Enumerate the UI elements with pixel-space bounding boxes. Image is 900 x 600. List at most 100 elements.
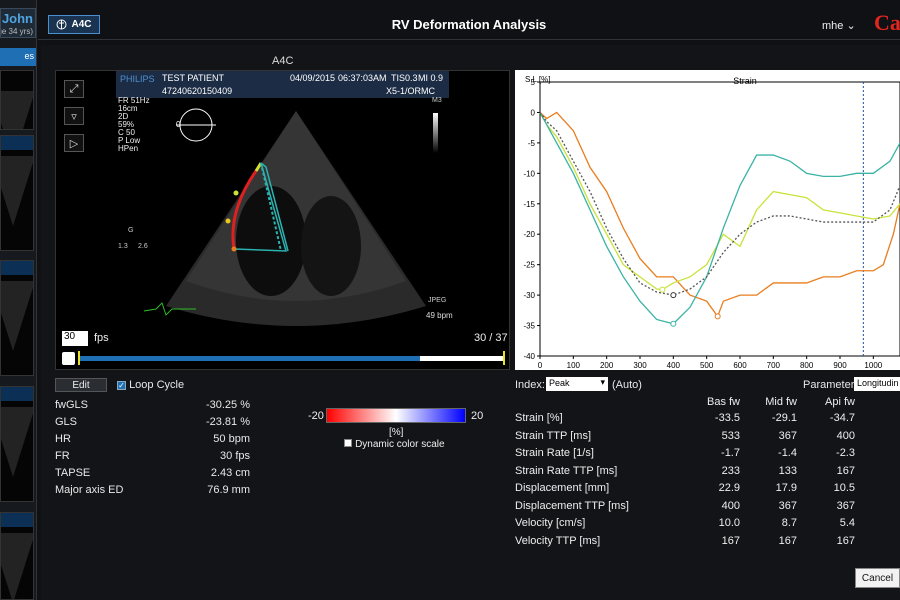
jpeg-label: JPEG [428, 297, 447, 304]
x-tick-label: 600 [733, 361, 747, 370]
view-button[interactable]: A4C [48, 15, 100, 34]
angle-label: 0 [176, 120, 181, 129]
loop-cycle-toggle[interactable]: ✓ Loop Cycle [117, 379, 184, 391]
strain-chart: 5 0 -5 -10 -15 -20 -25 -30 -35 -40 0 100 200 300 400 50… [515, 70, 900, 370]
table-cell: 233 [721, 464, 740, 477]
table-cell: 367 [778, 499, 797, 512]
patient-card[interactable]: n, John ge 34 yrs) [0, 8, 36, 38]
table-cell: 167 [836, 534, 855, 547]
page-title: RV Deformation Analysis [391, 17, 547, 32]
cancel-button[interactable]: Cancel [855, 568, 900, 588]
metric-label: Major axis ED [55, 484, 124, 496]
metric-label: HR [55, 433, 71, 445]
x-tick-label: 800 [800, 361, 814, 370]
x-tick-label: 300 [633, 361, 647, 370]
metric-value: -30.25 % [205, 399, 250, 411]
thumbnail-4[interactable] [0, 386, 34, 502]
brand-logo: Ca [874, 10, 900, 35]
fps-input[interactable]: 30 [62, 331, 88, 346]
index-auto: (Auto) [612, 379, 642, 391]
series-tab-label: es [24, 51, 34, 61]
metric-value: -23.81 % [205, 416, 250, 428]
x-tick-label: 1000 [864, 361, 882, 370]
expand-icon[interactable]: ⤢ [64, 80, 84, 98]
vendor-label: PHILIPS [120, 74, 155, 84]
series-line-1 [539, 112, 900, 291]
x-tick-label: 200 [600, 361, 614, 370]
fps-label: fps [94, 332, 109, 344]
x-tick-label: 900 [833, 361, 847, 370]
heart-icon [56, 19, 67, 30]
table-row-label: Strain [%] [515, 412, 563, 424]
g1-label: 1.3 [118, 243, 128, 250]
peak-marker [670, 320, 677, 327]
y-tick-label: -30 [523, 291, 535, 300]
flip-vertical-icon[interactable]: ▿ [64, 107, 84, 125]
peak-marker [670, 292, 677, 299]
table-row-label: Velocity TTP [ms] [515, 534, 601, 547]
x-tick-label: 700 [767, 361, 781, 370]
y-tick-label: -25 [523, 261, 535, 270]
metric-label: FR [55, 450, 70, 462]
dynamic-color-scale-checkbox[interactable] [344, 439, 352, 447]
y-tick-label: -15 [523, 200, 535, 209]
loop-cycle-checkbox[interactable]: ✓ [117, 381, 126, 390]
table-cell: 167 [778, 534, 797, 547]
g2-label: 2.6 [138, 243, 148, 250]
table-cell: 10.5 [833, 482, 855, 494]
chart-title: Strain [733, 76, 757, 86]
thumbnail-3[interactable] [0, 260, 34, 376]
table-cell: 533 [721, 429, 740, 442]
dynamic-color-scale-toggle[interactable]: Dynamic color scale [344, 438, 445, 450]
table-row-label: Strain Rate [1/s] [515, 447, 594, 459]
table-cell: 5.4 [839, 517, 855, 529]
thumbnail-5[interactable] [0, 512, 34, 600]
loop-cycle-label: Loop Cycle [129, 379, 185, 391]
view-button-label: A4C [71, 19, 92, 30]
series-tab[interactable]: es [0, 48, 36, 66]
parameter-label: Parameter: [803, 379, 858, 391]
patient-name: n, John [1, 11, 33, 26]
table-cell: 400 [721, 499, 740, 512]
table-row-label: Velocity [cm/s] [515, 517, 586, 529]
dicom-date: 04/09/2015 [290, 73, 336, 83]
patient-age: ge 34 yrs) [0, 27, 33, 36]
flip-horizontal-icon[interactable]: ▷ [64, 134, 84, 152]
view-title: A4C [272, 55, 294, 67]
dicom-tis: TIS0.3 [391, 73, 418, 83]
cine-progress [80, 356, 420, 361]
play-button[interactable] [62, 352, 75, 365]
ultrasound-image [116, 71, 449, 326]
table-cell: 8.7 [781, 517, 797, 529]
table-cell: 22.9 [718, 482, 740, 494]
user-menu[interactable]: mhe ⌄ [822, 19, 856, 32]
thumbnail-2[interactable] [0, 135, 34, 251]
index-select[interactable]: Peak ▾ [546, 377, 608, 391]
cine-slider[interactable] [80, 356, 505, 361]
table-column-header: Api fw [825, 396, 855, 408]
table-cell: 10.0 [718, 517, 740, 529]
parameter-select[interactable]: Longitudin [854, 377, 900, 391]
metric-value: 76.9 mm [207, 484, 250, 496]
header: A4C RV Deformation Analysis mhe ⌄ Ca [38, 8, 900, 40]
peak-marker [659, 286, 666, 293]
y-tick-label: -5 [528, 139, 536, 148]
table-cell: 167 [836, 464, 855, 477]
roi-fw-bas [231, 170, 258, 250]
acquisition-params: FR 51Hz 16cm 2D 59% C 50 P Low HPen [118, 96, 150, 153]
table-column-header: Mid fw [765, 396, 797, 408]
table-cell: 400 [836, 429, 855, 442]
ultrasound-view[interactable]: PHILIPS TEST PATIENT 47240620150409 04/0… [55, 70, 510, 370]
slider-end-marker[interactable] [503, 351, 505, 365]
slider-start-marker[interactable] [78, 351, 80, 365]
index-select-value: Peak [549, 378, 570, 388]
metric-label: GLS [55, 416, 78, 428]
table-row-label: Displacement [mm] [515, 482, 610, 494]
dicom-probe: X5-1/ORMC [386, 86, 436, 96]
table-cell: 133 [778, 464, 797, 477]
y-axis-label: S L [%] [525, 75, 551, 84]
thumbnail-1[interactable] [0, 70, 34, 130]
series-line-3 [539, 112, 900, 296]
edit-button[interactable]: Edit [55, 378, 107, 392]
y-tick-label: 0 [531, 108, 536, 117]
